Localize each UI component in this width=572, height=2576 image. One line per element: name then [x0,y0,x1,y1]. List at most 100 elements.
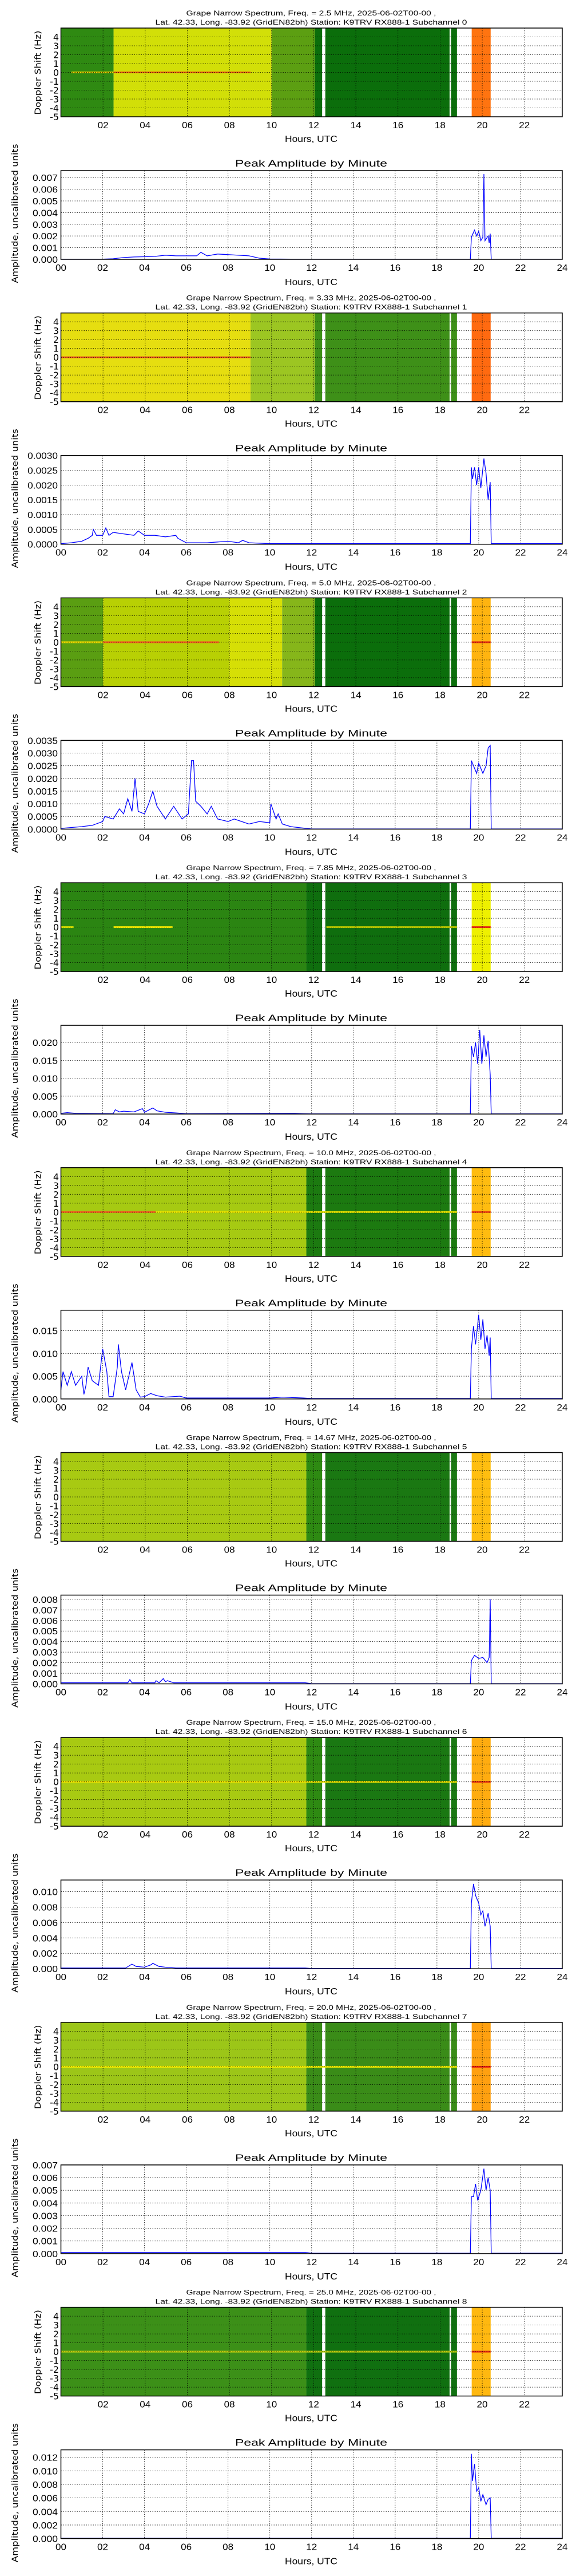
y-tick-label: 0.002 [33,1659,58,1669]
x-axis-label: Hours, UTC [285,2557,337,2567]
y-tick-label: 0.000 [33,2250,58,2259]
y-tick-label: -3 [50,2373,59,2384]
spectrum-subtitle: Lat. 42.33, Long. -83.92 (GridEN82bh) St… [156,873,467,881]
y-tick-label: 0.000 [33,255,58,265]
y-tick-label: 2 [53,904,59,915]
plot-frame [60,2022,563,2112]
spectrum-region [315,313,323,402]
y-tick-label: -3 [50,949,59,959]
y-tick-label: 0.008 [33,1595,58,1605]
y-tick-label: 2 [53,50,59,61]
x-tick-label: 22 [519,406,530,416]
y-tick-label: 0.001 [33,2237,58,2247]
x-tick-label: 08 [224,1261,235,1270]
amplitude-series [61,458,562,544]
plot-frame [60,170,563,260]
amplitude-series [61,2453,562,2539]
amplitude-plot: Peak Amplitude by Minute 0.000 0.002 0.004 0… [11,1854,568,1997]
y-tick-label: 0.0005 [27,812,58,822]
x-tick-label: 00 [55,833,66,843]
y-tick-label: 0.003 [33,2211,58,2221]
y-tick-label: 0.001 [33,244,58,254]
spectrum-region [471,313,491,402]
x-tick-label: 20 [473,2543,484,2553]
y-tick-label: 0.0035 [27,736,58,746]
y-tick-label: 3 [53,41,59,52]
x-tick-label: 10 [264,1403,275,1413]
x-tick-label: 06 [181,1403,192,1413]
x-tick-label: 02 [98,690,109,700]
plot-frame [60,1737,563,1827]
y-tick-label: 0 [53,352,59,363]
y-tick-label: -4 [50,2097,59,2108]
spectrogram: 02 04 06 08 10 12 14 16 18 20 22-5-4-3-2-101234Hou… [34,597,563,714]
x-tick-label: 14 [348,833,359,843]
carrier-trace [113,926,173,929]
x-tick-label: 00 [55,1688,66,1698]
y-tick-label: 0.0020 [27,481,58,491]
x-tick-label: 16 [392,2400,403,2410]
x-tick-label: 14 [351,1261,362,1270]
spectrum-region [282,598,315,687]
x-tick-label: 16 [390,2258,400,2267]
y-tick-label: 0.000 [33,1680,58,1690]
y-tick-label: 0.010 [33,2467,58,2476]
x-tick-label: 04 [140,1261,150,1270]
y-axis-label: Amplitude, uncalibrated units [11,2138,20,2277]
y-tick-label: 0.004 [33,2507,58,2517]
x-tick-label: 18 [431,1118,442,1128]
x-tick-label: 08 [223,1688,233,1698]
x-tick-label: 08 [224,975,235,985]
y-tick-label: 0.015 [33,1056,58,1066]
x-tick-label: 16 [392,690,403,700]
x-tick-label: 02 [98,1830,109,1840]
plot-frame [60,2306,563,2397]
y-tick-label: -1 [50,646,59,657]
x-tick-label: 18 [435,975,446,985]
x-tick-label: 04 [139,2543,150,2553]
x-tick-label: 24 [557,263,568,273]
x-tick-label: 14 [348,1688,359,1698]
y-tick-label: -4 [50,1242,59,1253]
y-axis-label: Doppler Shift (Hz) [34,1455,43,1539]
y-tick-label: -5 [50,1536,59,1547]
x-tick-label: 14 [351,2115,362,2125]
x-tick-label: 06 [182,121,193,131]
spectrum-region [451,598,457,687]
x-tick-label: 12 [308,975,319,985]
y-tick-label: -3 [50,2088,59,2099]
x-tick-label: 02 [98,121,109,131]
x-tick-label: 18 [431,548,442,558]
y-tick-label: 0.012 [33,2453,58,2463]
amplitude-series [61,1030,562,1115]
spectrum-region [315,598,323,687]
y-tick-label: 3 [53,326,59,337]
x-tick-label: 14 [348,1973,359,1982]
x-tick-label: 02 [97,1403,108,1413]
carrier-trace [113,72,251,73]
y-tick-label: 0 [53,68,59,78]
x-tick-label: 18 [431,2543,442,2553]
channel-panel-1: Grape Narrow Spectrum, Freq. = 3.33 MHz,… [11,294,568,572]
amplitude-title: Peak Amplitude by Minute [235,1013,387,1024]
carrier-trace [471,2065,491,2068]
y-tick-label: -1 [50,2071,59,2081]
x-tick-label: 20 [473,1118,484,1128]
x-axis-label: Hours, UTC [285,2129,337,2139]
spectrogram: 02 04 06 08 10 12 14 16 18 20 22-5-4-3-2-101234Hou… [34,1167,563,1284]
y-tick-label: 0.001 [33,1669,58,1679]
spectrum-region [315,28,323,117]
x-tick-label: 04 [140,1830,150,1840]
carrier-trace [61,356,251,358]
plot-frame [60,27,563,117]
y-tick-label: 0.002 [33,2225,58,2234]
x-tick-label: 12 [306,833,317,843]
y-tick-label: 0.000 [33,2535,58,2545]
x-tick-label: 16 [392,406,403,416]
x-tick-label: 20 [477,2400,488,2410]
x-tick-label: 14 [351,406,362,416]
x-tick-label: 16 [392,2115,403,2125]
x-axis-label: Hours, UTC [285,135,337,144]
plot-frame [60,882,563,972]
spectrum-subtitle: Lat. 42.33, Long. -83.92 (GridEN82bh) St… [156,1728,467,1736]
